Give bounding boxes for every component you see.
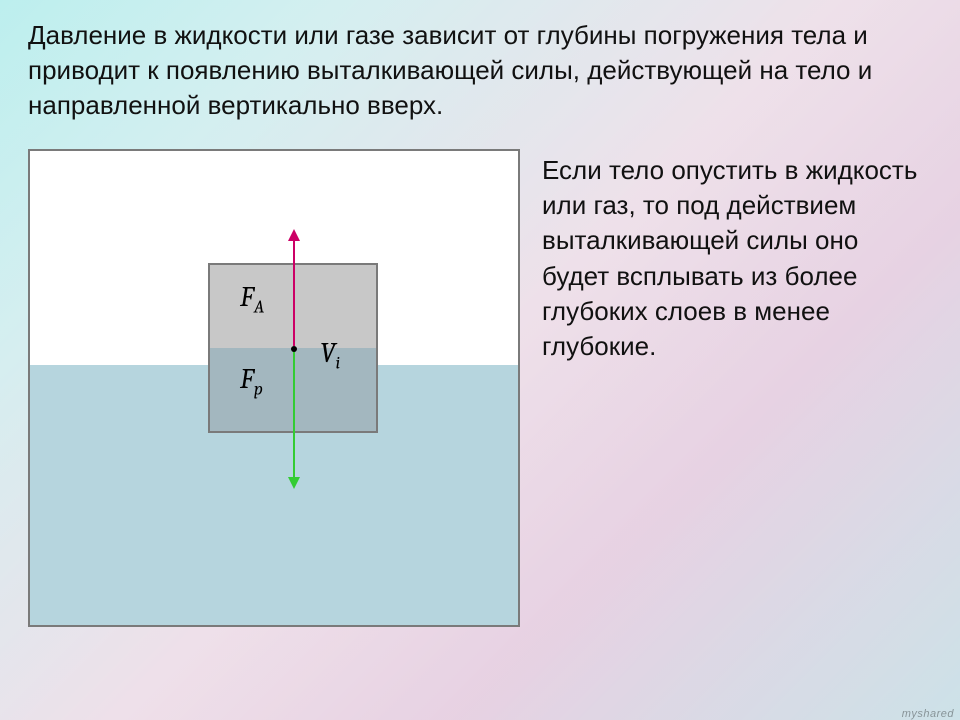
arrow-buoyancy-up: [293, 231, 295, 346]
watermark: myshared: [902, 708, 954, 720]
slide-content: Давление в жидкости или газе зависит от …: [0, 0, 960, 720]
main-row: FA Fp Vi Если тело опустить в жидкость и…: [28, 149, 932, 627]
side-paragraph: Если тело опустить в жидкость или газ, т…: [542, 149, 932, 627]
top-paragraph: Давление в жидкости или газе зависит от …: [28, 18, 928, 123]
arrow-pressure-down: [293, 347, 295, 487]
label-FA: FA: [240, 281, 264, 318]
buoyancy-diagram: FA Fp Vi: [28, 149, 520, 627]
label-Vi: Vi: [320, 337, 340, 374]
label-Fp: Fp: [240, 363, 263, 400]
